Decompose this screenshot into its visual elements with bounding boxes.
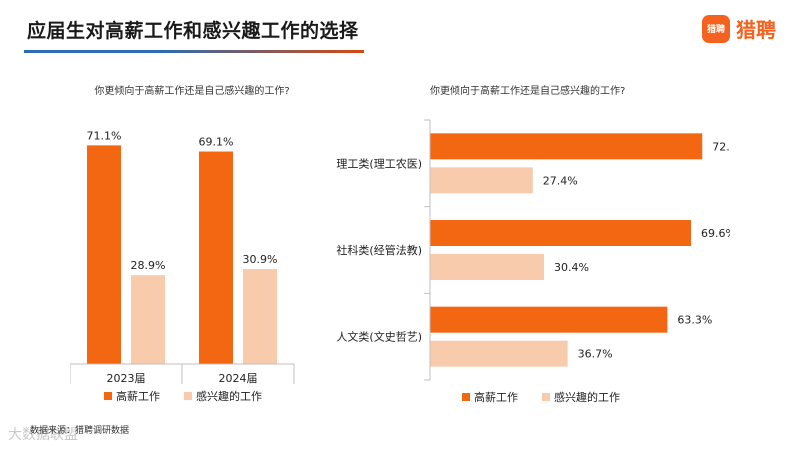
bar-interest-0 — [430, 167, 533, 194]
y-tick-label: 社科类(经管法教) — [336, 243, 422, 257]
data-label: 69.1% — [199, 136, 234, 149]
data-label: 36.7% — [578, 348, 613, 361]
major-comparison-chart: 你更倾向于高薪工作还是自己感兴趣的工作? 72.6% 27.4% 理工类(理工农医) 6… — [330, 78, 730, 418]
data-label: 27.4% — [543, 174, 578, 187]
data-label: 30.9% — [243, 253, 278, 266]
year-comparison-chart: 你更倾向于高薪工作还是自己感兴趣的工作? 71.1% 28.9% 2023届 69.1%… — [70, 78, 310, 418]
legend-swatch — [462, 393, 470, 401]
legend-label: 感兴趣的工作 — [554, 390, 620, 404]
bar-high-pay-1 — [199, 151, 233, 364]
data-label: 72.6% — [712, 140, 730, 153]
data-label: 63.3% — [677, 314, 712, 327]
major-comparison-chart-svg: 你更倾向于高薪工作还是自己感兴趣的工作? 72.6% 27.4% 理工类(理工农医) 6… — [336, 84, 730, 404]
liepin-logo-icon: 猎聘 — [702, 14, 730, 43]
chart-title: 你更倾向于高薪工作还是自己感兴趣的工作? — [430, 84, 625, 97]
y-tick-label: 人文类(文史哲艺) — [336, 330, 422, 344]
legend-swatch — [542, 393, 550, 401]
year-comparison-chart-svg: 你更倾向于高薪工作还是自己感兴趣的工作? 71.1% 28.9% 2023届 69.1%… — [70, 84, 295, 403]
legend-label: 高薪工作 — [116, 389, 160, 403]
watermark: 大数据联盟 — [8, 427, 78, 443]
source-note: 数据来源：猎聘调研数据 — [30, 426, 130, 436]
page-title: 应届生对高薪工作和感兴趣工作的选择 — [27, 20, 359, 42]
bar-interest-1 — [430, 254, 544, 280]
legend-swatch — [104, 392, 112, 400]
y-tick-label: 理工类(理工农医) — [336, 156, 422, 170]
chart-title: 你更倾向于高薪工作还是自己感兴趣的工作? — [94, 84, 289, 97]
bar-high-pay-1 — [430, 220, 691, 246]
legend-label: 感兴趣的工作 — [196, 389, 262, 403]
data-label: 28.9% — [131, 259, 166, 272]
data-label: 69.6% — [701, 227, 730, 240]
data-label: 30.4% — [554, 261, 589, 274]
brand: 猎聘 猎聘 — [702, 14, 776, 43]
bar-interest-1 — [243, 268, 277, 364]
x-tick-label: 2023届 — [107, 372, 146, 385]
legend-swatch — [184, 392, 192, 400]
data-label: 71.1% — [87, 129, 122, 142]
title-underline — [24, 50, 364, 53]
brand-name: 猎聘 — [736, 18, 776, 42]
bar-high-pay-0 — [430, 133, 703, 160]
bar-high-pay-0 — [87, 145, 121, 364]
x-tick-label: 2024届 — [219, 372, 258, 385]
legend-label: 高薪工作 — [474, 390, 518, 404]
bar-high-pay-2 — [430, 306, 668, 333]
bar-interest-0 — [131, 275, 165, 364]
bar-interest-2 — [430, 340, 568, 367]
